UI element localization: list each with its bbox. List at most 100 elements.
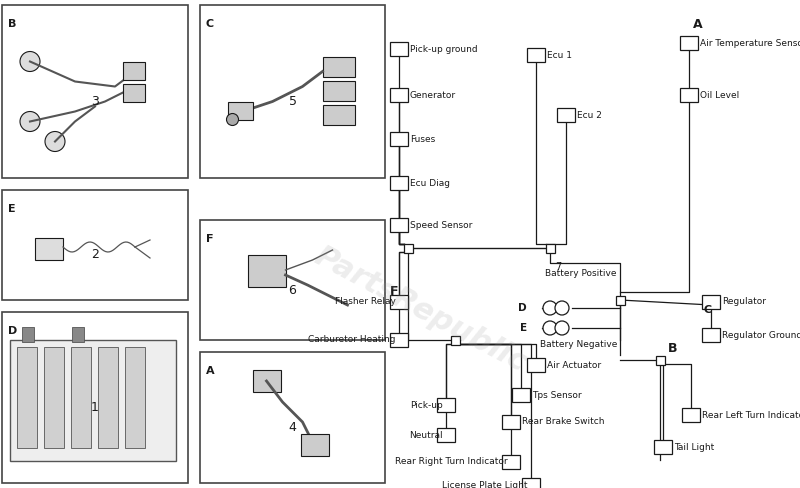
Bar xyxy=(322,104,354,124)
Text: Rear Right Turn Indicator: Rear Right Turn Indicator xyxy=(395,458,508,467)
Text: 5: 5 xyxy=(289,95,297,108)
Bar xyxy=(322,57,354,77)
Text: Air Temperature Sensor: Air Temperature Sensor xyxy=(700,39,800,47)
Text: Ecu Diag: Ecu Diag xyxy=(410,179,450,187)
Text: D: D xyxy=(8,326,18,336)
Text: B: B xyxy=(668,342,678,354)
Text: Rear Left Turn Indicator: Rear Left Turn Indicator xyxy=(702,410,800,420)
Bar xyxy=(522,478,540,488)
Bar xyxy=(44,347,64,448)
Text: Neutral: Neutral xyxy=(410,430,443,440)
Bar xyxy=(98,347,118,448)
Bar xyxy=(702,328,720,342)
Bar xyxy=(680,36,698,50)
Bar xyxy=(546,244,555,253)
Bar xyxy=(17,347,37,448)
Text: F: F xyxy=(390,285,398,298)
Text: 2: 2 xyxy=(91,248,99,262)
Bar xyxy=(390,42,408,56)
Bar xyxy=(125,347,145,448)
Bar xyxy=(35,238,63,260)
Text: D: D xyxy=(518,303,527,313)
Text: Air Actuator: Air Actuator xyxy=(547,361,601,369)
Text: Tps Sensor: Tps Sensor xyxy=(532,390,582,400)
Bar xyxy=(702,295,720,309)
Text: Battery Negative: Battery Negative xyxy=(540,340,618,349)
Text: 6: 6 xyxy=(289,284,297,297)
Bar xyxy=(2,312,188,483)
Circle shape xyxy=(45,131,65,151)
Text: F: F xyxy=(206,234,214,244)
Text: Battery Positive: Battery Positive xyxy=(545,269,617,278)
Text: E: E xyxy=(520,323,527,333)
Bar xyxy=(200,352,385,483)
Text: Tail Light: Tail Light xyxy=(674,443,714,451)
Text: Regulator Ground: Regulator Ground xyxy=(722,330,800,340)
Circle shape xyxy=(555,321,569,335)
Bar xyxy=(451,336,460,345)
Bar xyxy=(502,455,520,469)
Circle shape xyxy=(20,52,40,72)
Bar xyxy=(253,370,281,392)
Text: Flasher Relay: Flasher Relay xyxy=(335,298,396,306)
Circle shape xyxy=(543,321,557,335)
Bar xyxy=(502,415,520,429)
Text: Rear Brake Switch: Rear Brake Switch xyxy=(522,418,605,427)
Bar xyxy=(656,356,665,365)
Bar xyxy=(390,218,408,232)
Text: Speed Sensor: Speed Sensor xyxy=(410,221,472,229)
Text: E: E xyxy=(8,204,16,214)
Text: Oil Level: Oil Level xyxy=(700,90,739,100)
Text: PartsRepublic: PartsRepublic xyxy=(309,242,531,378)
Text: Pick-up ground: Pick-up ground xyxy=(410,44,478,54)
Bar xyxy=(616,296,625,305)
Bar xyxy=(22,327,34,342)
Bar xyxy=(71,347,91,448)
Text: Pick-up: Pick-up xyxy=(410,401,443,409)
Text: B: B xyxy=(8,19,16,29)
Bar xyxy=(390,88,408,102)
Bar xyxy=(437,398,455,412)
Circle shape xyxy=(543,301,557,315)
Bar xyxy=(247,255,286,287)
Bar xyxy=(200,220,385,340)
Bar xyxy=(123,61,145,80)
Bar xyxy=(390,176,408,190)
Bar xyxy=(527,48,545,62)
Bar xyxy=(654,440,672,454)
Bar xyxy=(123,83,145,102)
Bar xyxy=(227,102,253,120)
Bar xyxy=(72,327,84,342)
Bar xyxy=(2,190,188,300)
Circle shape xyxy=(226,114,238,125)
Text: Ecu 2: Ecu 2 xyxy=(577,110,602,120)
Text: 7: 7 xyxy=(555,262,562,272)
Bar xyxy=(682,408,700,422)
Text: Regulator: Regulator xyxy=(722,298,766,306)
Bar xyxy=(404,244,413,253)
Bar xyxy=(390,295,408,309)
Text: Ecu 1: Ecu 1 xyxy=(547,50,572,60)
Bar xyxy=(680,88,698,102)
Text: 1: 1 xyxy=(91,401,99,414)
Bar xyxy=(557,108,575,122)
Bar xyxy=(390,132,408,146)
Bar xyxy=(10,340,176,461)
Bar xyxy=(527,358,545,372)
Text: Fuses: Fuses xyxy=(410,135,435,143)
Bar xyxy=(512,388,530,402)
Bar xyxy=(301,434,329,456)
Bar xyxy=(322,81,354,101)
Text: A: A xyxy=(206,366,214,376)
Text: 3: 3 xyxy=(91,95,99,108)
Circle shape xyxy=(555,301,569,315)
Bar xyxy=(2,5,188,178)
Text: A: A xyxy=(693,18,702,31)
Bar xyxy=(437,428,455,442)
Text: C: C xyxy=(704,305,712,315)
Text: Carburetor Heating: Carburetor Heating xyxy=(309,336,396,345)
Text: C: C xyxy=(206,19,214,29)
Bar xyxy=(200,5,385,178)
Circle shape xyxy=(20,111,40,131)
Bar xyxy=(390,333,408,347)
